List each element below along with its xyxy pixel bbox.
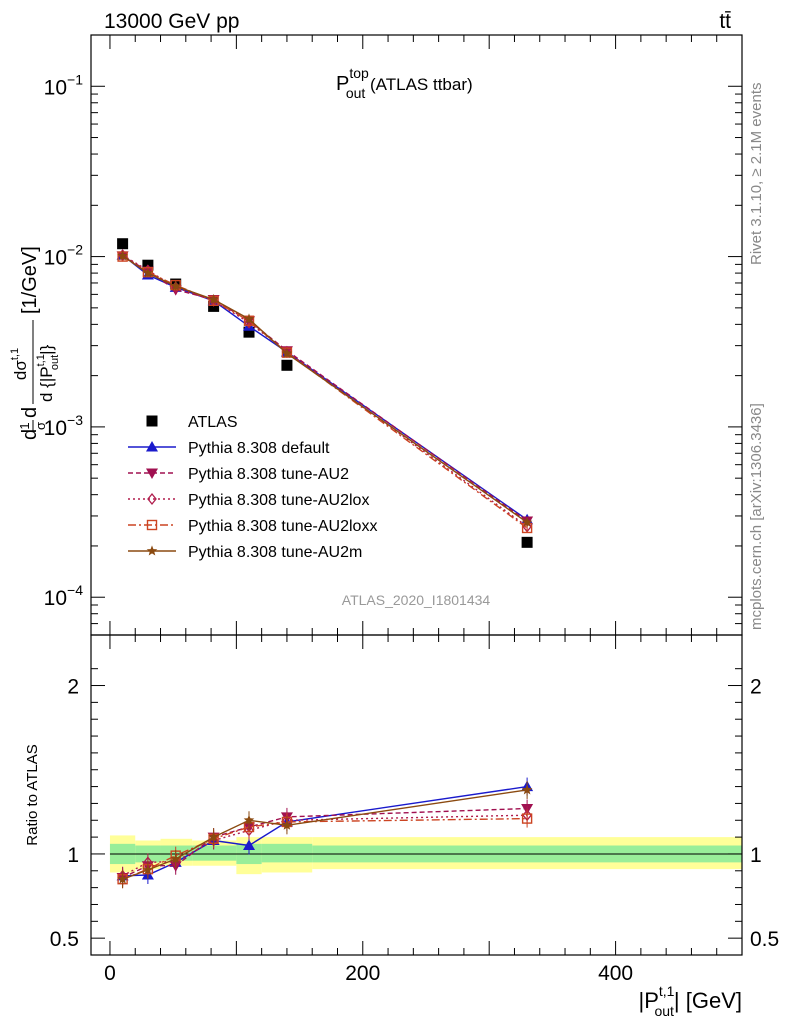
series-2 bbox=[116, 251, 534, 528]
y-tick-label: 10−4 bbox=[44, 582, 84, 610]
data-point bbox=[117, 250, 128, 261]
data-point bbox=[281, 347, 293, 358]
ratio-frame bbox=[90, 634, 743, 956]
series-line bbox=[122, 254, 528, 528]
series-5 bbox=[117, 250, 533, 527]
legend-item: Pythia 8.308 tune-AU2lox bbox=[128, 492, 369, 509]
main-ylabel: d 1 σ d dσt,1 d {|Pt,1 out|} [1/GeV] bbox=[9, 246, 61, 440]
svg-text:1: 1 bbox=[17, 422, 32, 429]
legend-marker bbox=[146, 441, 158, 452]
data-point bbox=[243, 313, 255, 324]
main-title-sup: top bbox=[349, 65, 369, 81]
legend-item: Pythia 8.308 tune-AU2 bbox=[128, 466, 349, 483]
x-tick-label: 400 bbox=[598, 962, 633, 985]
ratio-point bbox=[117, 873, 128, 884]
data-point bbox=[117, 238, 129, 250]
ratio-uncertainty-bands bbox=[109, 835, 742, 875]
data-point bbox=[521, 516, 533, 527]
ratio-ylabel: Ratio to ATLAS bbox=[24, 744, 41, 845]
x-tick-label: 0 bbox=[104, 962, 116, 985]
ratio-y-tick-label: 0.5 bbox=[50, 928, 79, 951]
legend-marker bbox=[146, 415, 158, 427]
legend-label: Pythia 8.308 tune-AU2m bbox=[188, 544, 362, 561]
data-point bbox=[208, 293, 219, 304]
ratio-point bbox=[281, 819, 293, 830]
legend: ATLAS Pythia 8.308 default Pythia 8.308 tu… bbox=[128, 414, 377, 561]
svg-text:d: d bbox=[19, 429, 41, 440]
data-point bbox=[170, 280, 181, 291]
svg-text:[1/GeV]: [1/GeV] bbox=[19, 246, 41, 314]
y-tick-label: 10−2 bbox=[44, 242, 84, 270]
series-4 bbox=[117, 251, 533, 534]
main-title-rest: (ATLAS ttbar) bbox=[365, 75, 472, 94]
legend-label: ATLAS bbox=[188, 414, 238, 431]
legend-item: ATLAS bbox=[146, 414, 238, 431]
ratio-point bbox=[208, 831, 219, 842]
ratio-point bbox=[170, 853, 181, 864]
x-axis-label: |Pt,1 out| [GeV] bbox=[638, 983, 742, 1019]
ratio-series-4 bbox=[117, 780, 533, 889]
svg-text:σ: σ bbox=[33, 422, 48, 430]
energy-label: 13000 GeV pp bbox=[104, 10, 239, 33]
ratio-y-tick-label: 2 bbox=[67, 676, 79, 699]
series-line bbox=[122, 256, 528, 529]
legend-item: Pythia 8.308 tune-AU2loxx bbox=[128, 518, 377, 535]
legend-label: Pythia 8.308 tune-AU2loxx bbox=[188, 518, 377, 535]
mcplots-label: mcplots.cern.ch [arXiv:1306.3436] bbox=[748, 403, 765, 630]
y-tick-label: 10−1 bbox=[44, 71, 84, 99]
ratio-point bbox=[142, 864, 154, 875]
legend-label: Pythia 8.308 default bbox=[188, 440, 330, 457]
ratio-y-tick-label-right: 1 bbox=[750, 844, 762, 867]
main-axis-ticks: 10−1 10−2 10−3 10−4 bbox=[44, 34, 743, 636]
ratio-point bbox=[243, 814, 255, 825]
data-point bbox=[243, 326, 255, 338]
main-title-sub: out bbox=[346, 85, 366, 101]
ratio-point bbox=[521, 813, 533, 824]
legend-marker bbox=[146, 468, 158, 479]
legend-marker bbox=[146, 519, 158, 531]
y-tick-label: 10−3 bbox=[44, 412, 84, 440]
series-3 bbox=[117, 249, 532, 533]
main-title: Ptop out (ATLAS ttbar) bbox=[336, 65, 473, 101]
legend-marker bbox=[147, 492, 157, 506]
data-point bbox=[521, 536, 533, 548]
ratio-panel: 0.5 0.5 1 1 2 2 0 200 400 Ratio to ATLAS |Pt,1 ou… bbox=[24, 634, 779, 1019]
svg-text:d: d bbox=[19, 407, 41, 418]
svg-text:dσt,1: dσt,1 bbox=[9, 348, 30, 380]
x-tick-label: 200 bbox=[345, 962, 380, 985]
ratio-y-tick-label: 1 bbox=[67, 844, 79, 867]
ratio-point bbox=[243, 839, 256, 851]
data-point bbox=[142, 267, 154, 278]
band-green bbox=[261, 843, 313, 863]
main-panel: 10−110−210−310−4 Ptop out (ATLAS ttbar) A… bbox=[9, 34, 743, 636]
main-series-group bbox=[116, 238, 534, 548]
ratio-y-tick-label-right: 0.5 bbox=[750, 928, 779, 951]
band-green bbox=[192, 845, 237, 861]
analysis-id: ATLAS_2020_I1801434 bbox=[342, 592, 491, 608]
data-point bbox=[281, 359, 293, 371]
legend-label: Pythia 8.308 tune-AU2lox bbox=[188, 492, 369, 509]
ratio-series-group bbox=[116, 777, 534, 889]
ratio-axis-ticks: 0.5 0.5 1 1 2 2 0 200 400 bbox=[50, 635, 779, 985]
legend-label: Pythia 8.308 tune-AU2 bbox=[188, 466, 349, 483]
ratio-point bbox=[521, 784, 533, 795]
legend-item: Pythia 8.308 default bbox=[128, 440, 330, 457]
process-label: tt̄ bbox=[719, 10, 731, 33]
legend-item: Pythia 8.308 tune-AU2m bbox=[128, 544, 362, 561]
legend-marker bbox=[146, 545, 158, 556]
ratio-y-tick-label-right: 2 bbox=[750, 676, 762, 699]
rivet-label: Rivet 3.1.10, ≥ 2.1M events bbox=[748, 83, 765, 266]
